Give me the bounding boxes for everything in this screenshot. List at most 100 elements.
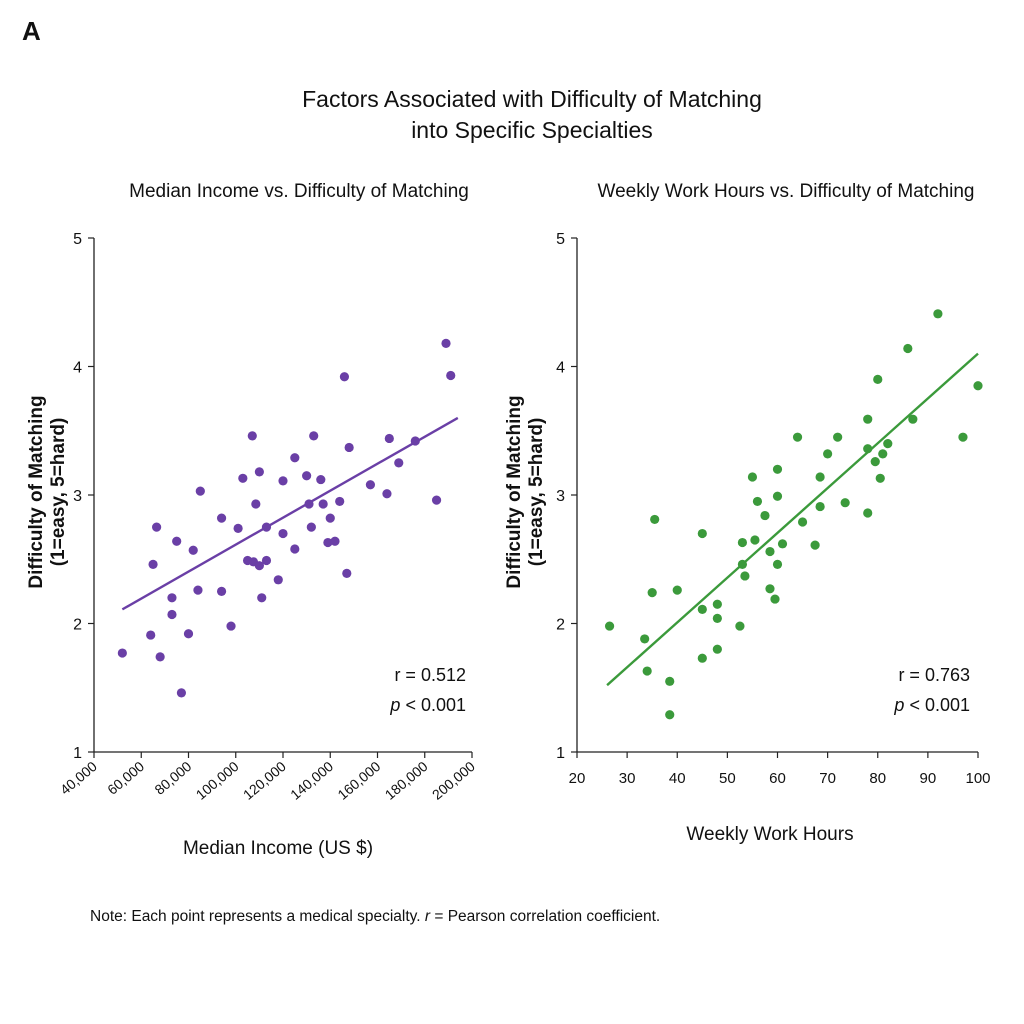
y-tick-label: 4 [556, 360, 565, 377]
data-point [304, 499, 314, 509]
data-point [777, 539, 788, 549]
figure-title-line-2: into Specific Specialties [411, 117, 653, 143]
data-point [772, 491, 783, 501]
data-point [792, 432, 803, 442]
x-tick-label: 120,000 [240, 758, 289, 803]
x-tick-label: 100 [965, 770, 990, 787]
data-point [750, 535, 760, 545]
data-point [148, 559, 158, 569]
data-point [665, 676, 675, 686]
data-point [318, 499, 328, 509]
x-tick-label: 160,000 [334, 758, 383, 803]
data-point [226, 621, 236, 631]
data-point [747, 472, 758, 482]
data-point [193, 585, 203, 595]
data-point [339, 372, 350, 382]
data-point [188, 545, 198, 555]
data-point [167, 593, 177, 603]
y-tick-label: 1 [73, 745, 82, 762]
data-point [254, 561, 264, 571]
x-axis-label: Median Income (US $) [183, 838, 373, 859]
data-point [908, 414, 918, 424]
x-tick-label: 80 [869, 770, 886, 787]
data-point [410, 436, 420, 446]
y-axis-label-line-1: Difficulty of Matching [504, 395, 525, 588]
data-point [325, 513, 335, 523]
data-point [316, 474, 326, 485]
x-tick-label: 70 [819, 770, 836, 787]
data-point [604, 621, 615, 631]
data-point [712, 613, 722, 623]
data-point [647, 588, 657, 598]
data-point [306, 522, 316, 532]
y-axis-label-line-2: (1=easy, 5=hard) [526, 418, 547, 567]
p-value-symbol: p [389, 695, 400, 715]
data-point [973, 381, 983, 391]
data-point [752, 496, 763, 507]
panel-label: A [22, 16, 41, 46]
data-point [152, 522, 162, 532]
data-point [216, 586, 227, 596]
x-tick-label: 100,000 [193, 758, 242, 803]
data-point [697, 528, 707, 539]
data-point [238, 473, 248, 483]
data-point [365, 480, 376, 490]
x-tick-label: 180,000 [382, 758, 431, 803]
x-tick-label: 40,000 [57, 758, 100, 798]
trend-line [121, 416, 459, 611]
data-point [712, 599, 722, 609]
data-point [642, 666, 652, 676]
p-value-rest: < 0.001 [400, 695, 466, 715]
footnote-suffix: = Pearson correlation coefficient. [430, 908, 661, 925]
data-point [672, 585, 682, 595]
data-point [870, 456, 880, 467]
data-point [330, 536, 340, 546]
x-tick-label: 40 [669, 770, 686, 787]
data-point [335, 496, 345, 507]
data-point [740, 571, 750, 581]
figure-title: Factors Associated with Difficulty of Ma… [0, 84, 1024, 146]
data-point [146, 630, 156, 640]
data-point [840, 498, 850, 508]
data-point [765, 546, 775, 557]
data-point [765, 584, 775, 594]
y-tick-label: 5 [73, 231, 82, 248]
data-point [344, 442, 354, 453]
data-point [302, 471, 312, 481]
data-point [640, 634, 650, 644]
data-point [441, 338, 451, 348]
chart-title: Weekly Work Hours vs. Difficulty of Matc… [598, 181, 975, 202]
y-tick-label: 3 [556, 488, 565, 505]
data-point [772, 464, 783, 474]
data-point [903, 343, 913, 354]
data-point [290, 544, 300, 554]
data-point [883, 439, 893, 449]
data-point [290, 453, 300, 463]
data-point [665, 710, 675, 720]
y-tick-label: 1 [556, 745, 565, 762]
data-point [278, 476, 288, 486]
x-tick-label: 80,000 [151, 758, 194, 798]
footnote-prefix: Note: Each point represents a medical sp… [90, 908, 425, 925]
p-value-rest: < 0.001 [904, 695, 970, 715]
y-tick-label: 5 [556, 231, 565, 248]
y-tick-label: 3 [73, 488, 82, 505]
data-point [394, 458, 404, 468]
y-axis-label-line-2: (1=easy, 5=hard) [48, 418, 69, 567]
data-point [772, 559, 783, 569]
x-tick-label: 20 [569, 770, 586, 787]
data-point [697, 653, 707, 663]
chart-2: Weekly Work Hours vs. Difficulty of Matc… [504, 181, 991, 845]
footnote-r: r [424, 908, 431, 925]
data-point [172, 536, 182, 546]
data-point [958, 432, 968, 442]
chart-1: Median Income vs. Difficulty of Matching… [26, 181, 478, 859]
data-point [183, 629, 194, 639]
data-point [810, 540, 820, 550]
data-point [737, 559, 748, 569]
x-tick-label: 30 [619, 770, 636, 787]
x-tick-label: 140,000 [287, 758, 336, 803]
figure-title-line-1: Factors Associated with Difficulty of Ma… [302, 86, 762, 112]
data-point [167, 609, 177, 620]
p-value: p < 0.001 [893, 695, 970, 715]
